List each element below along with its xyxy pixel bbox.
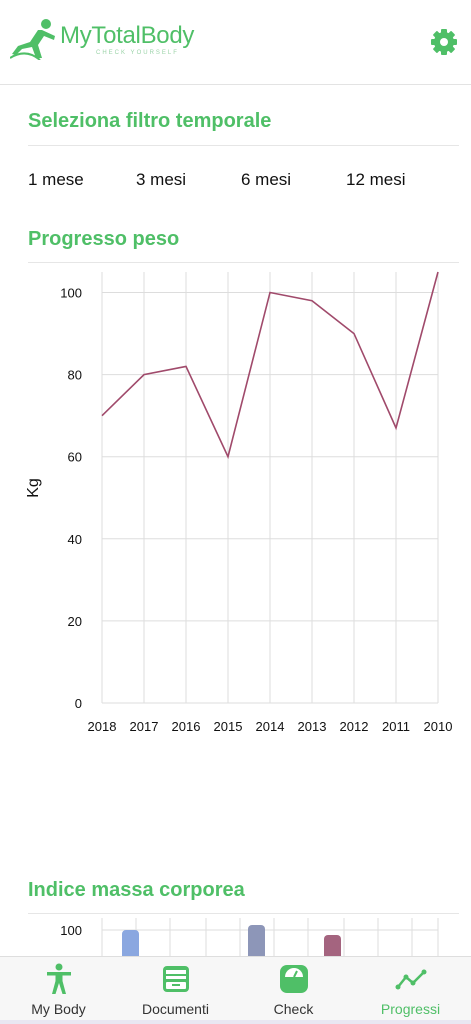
y-tick-label: 100 — [60, 923, 82, 938]
divider — [28, 262, 459, 263]
divider — [28, 145, 459, 146]
archive-box-icon — [163, 966, 189, 992]
runner-logo-icon — [10, 19, 55, 60]
y-tick-label: 20 — [68, 614, 82, 629]
brand-tagline: CHECK YOURSELF — [96, 50, 179, 56]
weight-series-line — [101, 271, 439, 460]
x-tick-label: 2018 — [88, 719, 117, 734]
filter-6-months[interactable]: 6 mesi — [241, 170, 292, 189]
brand-name: MyTotalBody — [60, 22, 195, 49]
home-indicator-bar — [0, 1020, 471, 1024]
x-tick-label: 2015 — [214, 719, 243, 734]
weight-chart-title: Progresso peso — [28, 228, 180, 250]
nav-my-body[interactable]: My Body — [0, 957, 117, 1021]
bmi-bar — [248, 925, 265, 958]
x-tick-label: 2016 — [172, 719, 201, 734]
app-logo[interactable]: MyTotalBody CHECK YOURSELF — [10, 18, 210, 62]
x-tick-label: 2014 — [256, 719, 285, 734]
bmi-bar-chart: 100 — [60, 918, 439, 958]
filter-3-months[interactable]: 3 mesi — [136, 170, 187, 189]
gear-icon[interactable] — [430, 28, 458, 56]
scale-icon — [280, 965, 308, 993]
bmi-bar — [122, 930, 139, 958]
x-tick-label: 2010 — [424, 719, 453, 734]
x-tick-label: 2013 — [298, 719, 327, 734]
y-tick-label: 100 — [60, 286, 82, 301]
y-tick-label: 80 — [68, 368, 82, 383]
y-tick-label: 40 — [68, 532, 82, 547]
bottom-navigation: My Body Documenti Check Progressi — [0, 956, 471, 1021]
nav-label: Documenti — [142, 1001, 209, 1017]
filter-1-month[interactable]: 1 mese — [28, 170, 84, 189]
y-axis-label: Kg — [25, 478, 42, 498]
time-filter-title: Seleziona filtro temporale — [28, 110, 272, 132]
person-icon — [47, 963, 71, 994]
nav-label: My Body — [31, 1001, 86, 1017]
divider — [28, 913, 459, 914]
y-tick-label: 0 — [75, 696, 82, 711]
bmi-chart-title: Indice massa corporea — [28, 879, 245, 901]
nav-label: Check — [273, 1001, 314, 1017]
nav-progress[interactable]: Progressi — [352, 957, 469, 1021]
top-bar: MyTotalBody CHECK YOURSELF — [0, 0, 471, 85]
y-tick-label: 60 — [68, 450, 82, 465]
nav-documents[interactable]: Documenti — [117, 957, 234, 1021]
weight-line-chart: 2018 2017 2016 2015 2014 2013 2012 2011 2010 0 20 4… — [25, 271, 453, 734]
x-tick-label: 2017 — [130, 719, 159, 734]
bmi-bar — [324, 935, 341, 958]
x-tick-label: 2012 — [340, 719, 369, 734]
time-filter-options: 1 mese 3 mesi 6 mesi 12 mesi — [28, 170, 448, 194]
nav-check[interactable]: Check — [235, 957, 352, 1021]
x-tick-label: 2011 — [382, 719, 410, 734]
nav-label: Progressi — [380, 1001, 441, 1017]
trend-line-icon — [395, 969, 427, 990]
filter-12-months[interactable]: 12 mesi — [346, 170, 406, 189]
